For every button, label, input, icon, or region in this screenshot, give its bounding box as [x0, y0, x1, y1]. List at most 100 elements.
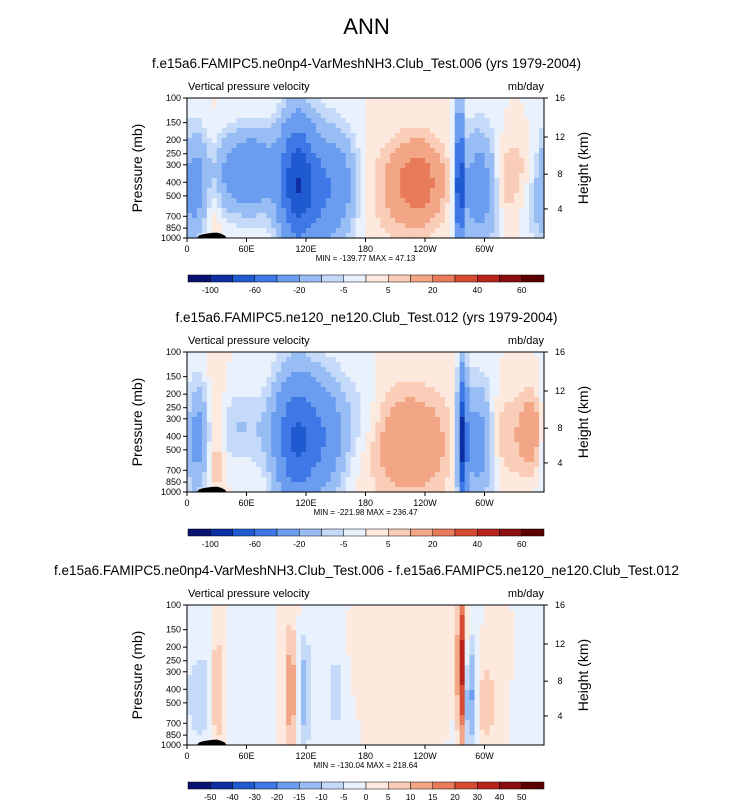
field-cell	[291, 695, 297, 701]
field-cell	[320, 467, 327, 473]
field-cell	[474, 452, 481, 458]
field-cell	[325, 710, 332, 716]
field-cell	[310, 735, 317, 741]
field-cell	[380, 457, 386, 463]
field-cell	[524, 362, 530, 368]
field-cell	[380, 153, 386, 159]
field-cell	[191, 138, 198, 144]
field-cell	[489, 153, 496, 159]
field-cell	[310, 203, 317, 209]
field-cell	[261, 655, 267, 661]
field-cell	[434, 357, 441, 363]
field-cell	[315, 407, 322, 413]
field-cell	[201, 128, 208, 134]
field-cell	[261, 640, 267, 646]
field-cell	[187, 173, 193, 179]
panel-title: f.e15a6.FAMIPC5.ne0np4-VarMeshNH3.Club_T…	[152, 56, 581, 71]
min-max: MIN = -221.98 MAX = 236.47	[313, 508, 418, 517]
field-cell	[315, 675, 322, 681]
field-cell	[266, 407, 272, 413]
field-cell	[296, 615, 302, 621]
field-cell	[469, 223, 476, 229]
field-cell	[266, 362, 272, 368]
field-cell	[261, 422, 267, 428]
field-cell	[206, 467, 213, 473]
field-cell	[499, 407, 505, 413]
field-cell	[395, 138, 401, 144]
field-cell	[216, 392, 223, 398]
field-cell	[271, 188, 277, 194]
field-cell	[226, 625, 233, 631]
field-cell	[410, 467, 416, 473]
field-cell	[296, 482, 302, 488]
field-cell	[286, 113, 292, 119]
field-cell	[499, 178, 505, 184]
field-cell	[459, 208, 466, 214]
field-cell	[405, 188, 411, 194]
field-cell	[301, 158, 307, 164]
field-cell	[350, 138, 357, 144]
field-cell	[226, 422, 233, 428]
field-cell	[310, 720, 317, 726]
field-cell	[315, 218, 322, 224]
field-cell	[360, 123, 367, 129]
field-cell	[241, 685, 248, 691]
field-cell	[509, 108, 515, 114]
field-cell	[385, 213, 391, 219]
colorbar-swatch	[365, 528, 389, 537]
field-cell	[509, 372, 515, 378]
field-cell	[301, 173, 307, 179]
colorbar-swatch	[343, 274, 367, 283]
field-cell	[385, 198, 391, 204]
field-cell	[350, 188, 357, 194]
field-cell	[246, 223, 253, 229]
field-cell	[187, 118, 193, 124]
field-cell	[360, 128, 367, 134]
field-cell	[499, 123, 505, 129]
field-cell	[286, 437, 292, 443]
field-cell	[454, 203, 461, 209]
field-cell	[301, 113, 307, 119]
field-cell	[390, 402, 396, 408]
field-cell	[301, 178, 307, 184]
field-cell	[281, 720, 287, 726]
panel-title: f.e15a6.FAMIPC5.ne0np4-VarMeshNH3.Club_T…	[54, 563, 679, 578]
field-cell	[405, 183, 411, 189]
field-cell	[519, 442, 525, 448]
field-cell	[380, 407, 386, 413]
field-cell	[529, 103, 535, 109]
field-cell	[256, 675, 262, 681]
field-cell	[449, 178, 456, 184]
field-cell	[196, 228, 203, 234]
field-cell	[196, 610, 203, 616]
field-cell	[206, 228, 213, 234]
field-cell	[380, 168, 386, 174]
field-cell	[226, 700, 233, 706]
field-cell	[439, 352, 446, 358]
field-cell	[345, 382, 352, 388]
field-cell	[320, 487, 327, 493]
field-cell	[415, 457, 421, 463]
field-cell	[434, 198, 441, 204]
field-cell	[425, 218, 431, 224]
field-cell	[400, 208, 406, 214]
field-cell	[226, 387, 233, 393]
field-cell	[474, 472, 481, 478]
field-cell	[246, 467, 253, 473]
field-cell	[241, 645, 248, 651]
field-cell	[296, 412, 302, 418]
field-cell	[434, 178, 441, 184]
field-cell	[360, 168, 367, 174]
field-cell	[514, 417, 520, 423]
field-cell	[301, 382, 307, 388]
field-cell	[251, 705, 258, 711]
field-cell	[539, 218, 545, 224]
field-cell	[261, 650, 267, 656]
colorbar-swatch	[321, 528, 344, 537]
pressure-tick-label: 250	[166, 403, 181, 413]
field-cell	[340, 467, 347, 473]
field-cell	[251, 700, 258, 706]
field-cell	[489, 447, 496, 453]
field-cell	[251, 362, 258, 368]
field-cell	[241, 213, 248, 219]
